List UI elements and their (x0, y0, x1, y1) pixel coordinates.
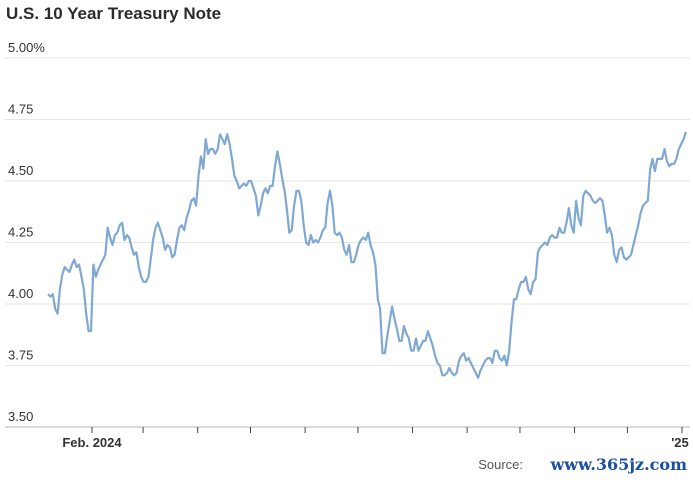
y-tick-label: 4.75 (8, 102, 33, 117)
y-tick-label: 4.50 (8, 163, 33, 178)
x-tick-label: Feb. 2024 (62, 435, 122, 450)
watermark: www.365jz.com (550, 455, 687, 474)
y-tick-label: 4.25 (8, 225, 33, 240)
y-tick-label: 3.50 (8, 409, 33, 424)
source-note: Source: (478, 457, 523, 472)
y-tick-label: 5.00% (8, 40, 45, 55)
x-tick-label: '25 (671, 435, 689, 450)
yield-line (47, 131, 688, 379)
y-tick-label: 4.00 (8, 286, 33, 301)
chart-title: U.S. 10 Year Treasury Note (6, 4, 222, 23)
y-tick-label: 3.75 (8, 348, 33, 363)
